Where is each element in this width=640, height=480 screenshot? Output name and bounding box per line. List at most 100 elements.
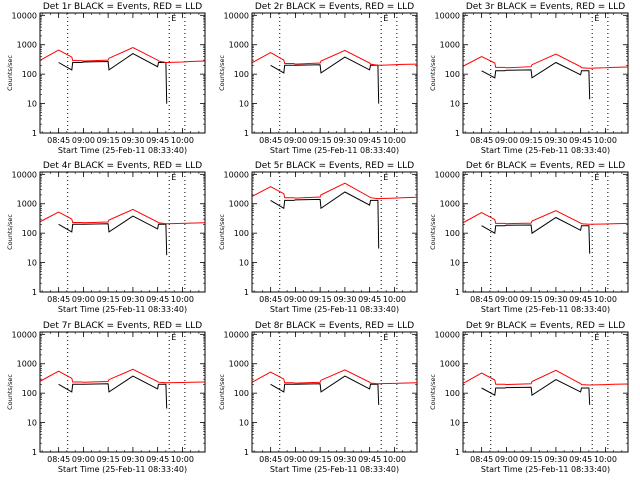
lld-series-line (40, 208, 206, 225)
range-marker-label: E (594, 173, 599, 182)
x-tick-label: 09:00 (72, 455, 95, 464)
x-tick-label: 09:00 (72, 295, 95, 304)
lld-series-line (40, 368, 206, 384)
y-tick-label: 10000 (12, 170, 37, 179)
chart-panel-2: Det 2r BLACK = Events, RED = LLD 1 10 100 10… (218, 2, 418, 155)
range-marker-label: E (383, 173, 388, 182)
chart-title: Det 3r BLACK = Events, RED = LLD (466, 2, 625, 12)
y-tick-label: 100 (22, 389, 37, 398)
y-tick-label: 10 (450, 419, 460, 428)
x-tick-label: 09:30 (544, 295, 567, 304)
y-tick-label: 10000 (224, 170, 249, 179)
lld-series-line (463, 369, 629, 386)
x-tick-label: 09:15 (520, 136, 543, 145)
x-tick-label: 09:30 (121, 295, 144, 304)
chart-title: Det 4r BLACK = Events, RED = LLD (43, 161, 202, 171)
lld-series-line (40, 47, 206, 63)
y-tick-label: 10 (450, 100, 460, 109)
chart-title: Det 7r BLACK = Events, RED = LLD (43, 321, 202, 331)
x-tick-label: 09:00 (495, 455, 518, 464)
y-tick-label: 10000 (435, 330, 460, 339)
y-axis-label: Counts/sec (218, 214, 226, 250)
x-tick-label: 09:15 (520, 455, 543, 464)
x-axis-label: Start Time (25-Feb-11 08:33:40) (58, 465, 187, 474)
y-tick-label: 1 (32, 129, 37, 138)
x-axis-label: Start Time (25-Feb-11 08:33:40) (481, 146, 610, 155)
y-tick-label: 10 (239, 100, 249, 109)
plot-frame (39, 12, 206, 134)
y-tick-label: 1000 (17, 360, 37, 369)
x-tick-label: 10:00 (594, 295, 617, 304)
y-tick-label: 1 (244, 129, 249, 138)
y-tick-label: 10 (27, 100, 37, 109)
plot-frame (462, 171, 629, 293)
events-series-line (481, 61, 591, 100)
chart-panel-5: Det 5r BLACK = Events, RED = LLD 1 10 100 10… (218, 161, 418, 314)
x-tick-label: 09:00 (495, 295, 518, 304)
plot-frame (39, 171, 206, 293)
lld-series-line (463, 53, 629, 69)
x-tick-label: 09:45 (146, 136, 169, 145)
y-tick-label: 10000 (435, 11, 460, 20)
x-tick-label: 09:45 (358, 295, 381, 304)
y-tick-label: 1000 (440, 360, 460, 369)
range-marker-label: E (594, 333, 599, 342)
chart-panel-9: Det 9r BLACK = Events, RED = LLD 1 10 100 10… (429, 321, 629, 474)
plot-frame (251, 331, 418, 453)
y-tick-label: 1 (32, 288, 37, 297)
x-axis-label: Start Time (25-Feb-11 08:33:40) (481, 305, 610, 314)
y-tick-label: 10 (27, 419, 37, 428)
y-tick-label: 10000 (224, 330, 249, 339)
chart-panel-6: Det 6r BLACK = Events, RED = LLD 1 10 100 10… (429, 161, 629, 314)
x-tick-label: 10:00 (171, 455, 194, 464)
y-axis-label: Counts/sec (429, 374, 437, 410)
x-tick-label: 09:45 (146, 295, 169, 304)
x-tick-label: 09:15 (97, 455, 120, 464)
y-tick-label: 1000 (17, 41, 37, 50)
events-series-line (270, 191, 380, 249)
x-tick-label: 09:15 (309, 136, 332, 145)
y-tick-label: 10 (27, 259, 37, 268)
x-tick-label: 09:15 (309, 455, 332, 464)
x-tick-label: 09:45 (569, 295, 592, 304)
chart-panel-7: Det 7r BLACK = Events, RED = LLD 1 10 100 10… (6, 321, 206, 474)
x-axis-label: Start Time (25-Feb-11 08:33:40) (270, 465, 399, 474)
y-tick-label: 10 (239, 419, 249, 428)
lld-series-line (252, 49, 418, 66)
x-tick-label: 09:30 (121, 455, 144, 464)
x-tick-label: 09:45 (569, 455, 592, 464)
lld-series-line (252, 182, 418, 200)
y-tick-label: 1 (455, 129, 460, 138)
x-tick-label: 10:00 (383, 455, 406, 464)
y-tick-label: 1 (244, 448, 249, 457)
y-axis-label: Counts/sec (6, 374, 14, 410)
x-tick-label: 09:15 (309, 295, 332, 304)
x-tick-label: 09:30 (544, 136, 567, 145)
chart-title: Det 1r BLACK = Events, RED = LLD (43, 2, 202, 12)
y-tick-label: 1000 (440, 41, 460, 50)
x-tick-label: 08:45 (259, 136, 282, 145)
plot-frame (462, 12, 629, 134)
y-axis-label: Counts/sec (6, 55, 14, 91)
x-axis-label: Start Time (25-Feb-11 08:33:40) (481, 465, 610, 474)
x-tick-label: 08:45 (259, 295, 282, 304)
events-series-line (58, 215, 168, 256)
y-tick-label: 1 (455, 288, 460, 297)
x-tick-label: 08:45 (470, 295, 493, 304)
y-tick-label: 1000 (17, 200, 37, 209)
y-tick-label: 10000 (12, 11, 37, 20)
range-marker-label: E (383, 333, 388, 342)
y-tick-label: 10000 (435, 170, 460, 179)
y-axis-label: Counts/sec (218, 55, 226, 91)
x-tick-label: 09:30 (333, 455, 356, 464)
range-marker-label: E (171, 173, 176, 182)
plot-frame (251, 171, 418, 293)
y-tick-label: 1 (244, 288, 249, 297)
range-marker-label: E (171, 333, 176, 342)
chart-title: Det 8r BLACK = Events, RED = LLD (255, 321, 414, 331)
y-tick-label: 100 (22, 229, 37, 238)
lld-series-line (463, 210, 629, 225)
range-marker-label: E (383, 14, 388, 23)
y-tick-label: 1000 (229, 200, 249, 209)
x-tick-label: 09:30 (121, 136, 144, 145)
